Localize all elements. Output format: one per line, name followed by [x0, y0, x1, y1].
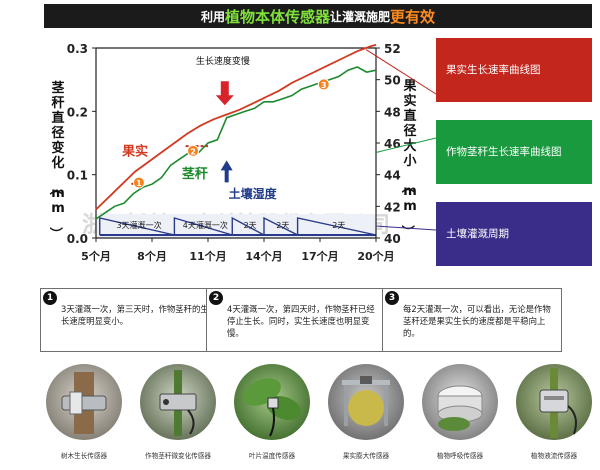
sensor-item-3: 叶片温度传感器	[232, 362, 312, 468]
irrigation-label: 2天	[276, 221, 289, 230]
x-tick-label: 8个月	[137, 249, 167, 263]
sensor-item-5: 植物呼吸传感器	[420, 362, 500, 468]
stem-microvariation-sensor-icon	[140, 364, 216, 440]
plant-respiration-sensor-icon	[422, 364, 498, 440]
irrigation-segment	[296, 217, 377, 236]
marker-circle	[317, 78, 330, 91]
x-tick-label: 17个月	[301, 249, 338, 263]
y-tick-label-left: 0.1	[67, 169, 88, 183]
sensor-caption-3: 叶片温度传感器	[248, 452, 296, 460]
banner-text-2: 植物本体传感器	[224, 7, 330, 26]
banner-text-3: 让灌溉施肥	[330, 9, 391, 24]
irrigation-label: 3天灌溉一次	[117, 220, 162, 230]
sensor-item-6: 植物液流传感器	[514, 362, 594, 468]
irrigation-segment	[99, 217, 175, 236]
plot-area	[96, 48, 376, 238]
note-number-3: 3	[385, 291, 399, 305]
note-card-2: 2 4天灌溉一次，第四天时，作物茎秆已经停止生长。同时，实生长速度也明显变慢。	[206, 288, 386, 352]
legend-box-irrigation: 土壤灌溉周期	[436, 202, 592, 266]
x-tick-label: 11个月	[189, 249, 226, 263]
y-tick-label-right: 52	[384, 42, 401, 56]
annotation-arrow-up	[220, 160, 233, 183]
x-tick-label: 20个月	[357, 249, 394, 263]
fruit-expansion-sensor-icon	[328, 364, 404, 440]
sensor-item-2: 作物茎秆微变化传感器	[138, 362, 218, 468]
connector-stem	[375, 137, 437, 153]
y-axis-title-left: 茎秆直径变化（m m）	[47, 80, 64, 240]
marker-circle	[132, 176, 145, 189]
growth-chart: 浙江托普云农科技股份有限公司3天灌溉一次4天灌溉一次2天2天2天0.00.10.…	[47, 42, 437, 263]
sensor-gallery: 树木生长传感器 作物茎秆微变化传感器 叶片温度传感器	[44, 362, 594, 468]
note-text-2: 4天灌溉一次，第四天时，作物茎秆已经停止生长。同时，实生长速度也明显变慢。	[227, 304, 375, 338]
irrigation-label: 2天	[332, 221, 345, 230]
annotation-arrow-down	[215, 81, 234, 106]
sensor-caption-2: 作物茎秆微变化传感器	[145, 452, 211, 460]
tree-growth-sensor-icon	[46, 364, 122, 440]
marker-label: 2	[190, 147, 196, 156]
marker-circle	[187, 144, 200, 157]
irrigation-segment	[231, 216, 265, 236]
banner-text-4: 更有效	[390, 7, 436, 26]
y-tick-label-right: 42	[384, 200, 401, 214]
y-axis-title-right: 果实直径大小（m m）	[399, 79, 416, 238]
legend-box-fruit-label: 果实生长速率曲线图	[446, 64, 541, 76]
marker-label: 1	[136, 179, 142, 188]
series-line-stem	[95, 66, 377, 220]
annotation-slowdown: 生长速度变慢	[196, 55, 250, 67]
sensor-caption-6: 植物液流传感器	[530, 452, 578, 460]
y-tick-label-left: 0.2	[67, 105, 88, 119]
leaf-temperature-sensor-icon	[234, 364, 310, 440]
legend-box-fruit: 果实生长速率曲线图	[436, 38, 592, 102]
sensor-caption-5: 植物呼吸传感器	[436, 452, 484, 460]
note-card-1: 1 3天灌溉一次，第三天时，作物茎秆的生长速度明显变小。	[40, 288, 220, 352]
legend-box-stem: 作物茎秆生长速率曲线图	[436, 120, 592, 184]
banner-text-1: 利用	[200, 9, 225, 24]
note-text-3: 每2天灌溉一次，可以看出，无论是作物茎秆还是果实生长的速度都是平稳向上的。	[403, 304, 551, 338]
marker-label: 3	[321, 81, 327, 90]
irrigation-segment	[173, 217, 233, 236]
legend-box-stem-label: 作物茎秆生长速率曲线图	[446, 146, 562, 158]
note-number-2: 2	[209, 291, 223, 305]
annotation-soil-moisture: 土壤湿度	[229, 186, 278, 201]
series-label-stem: 茎秆	[182, 166, 208, 182]
connector-irrigation	[375, 225, 437, 231]
title-banner: 利用 植物本体传感器 让灌溉施肥 更有效	[44, 4, 592, 28]
x-tick-label: 14个月	[245, 249, 282, 263]
sensor-caption-4: 果实膨大传感器	[342, 452, 390, 460]
irrigation-segment	[263, 216, 298, 236]
connector-fruit	[365, 49, 437, 95]
sap-flow-sensor-icon	[516, 364, 592, 440]
irrigation-label: 4天灌溉一次	[183, 220, 228, 230]
sensor-item-1: 树木生长传感器	[44, 362, 124, 468]
sensor-caption-1: 树木生长传感器	[60, 452, 108, 460]
legend-box-irrigation-label: 土壤灌溉周期	[446, 228, 509, 240]
y-tick-label-right: 50	[384, 74, 401, 88]
note-number-1: 1	[43, 291, 57, 305]
sensor-item-4: 果实膨大传感器	[326, 362, 406, 468]
y-tick-label-left: 0.3	[67, 42, 88, 56]
note-text-1: 3天灌溉一次，第三天时，作物茎秆的生长速度明显变小。	[61, 304, 209, 326]
x-tick-label: 5个月	[81, 249, 111, 263]
series-line-fruit	[95, 43, 377, 211]
irrigation-label: 2天	[244, 221, 257, 230]
series-label-fruit: 果实	[121, 144, 148, 160]
y-tick-label-right: 40	[384, 232, 401, 246]
note-card-3: 3 每2天灌溉一次，可以看出，无论是作物茎秆还是果实生长的速度都是平稳向上的。	[382, 288, 562, 352]
y-tick-label-right: 44	[384, 169, 401, 183]
y-tick-label-right: 48	[384, 105, 401, 119]
y-tick-label-left: 0.0	[67, 232, 88, 246]
